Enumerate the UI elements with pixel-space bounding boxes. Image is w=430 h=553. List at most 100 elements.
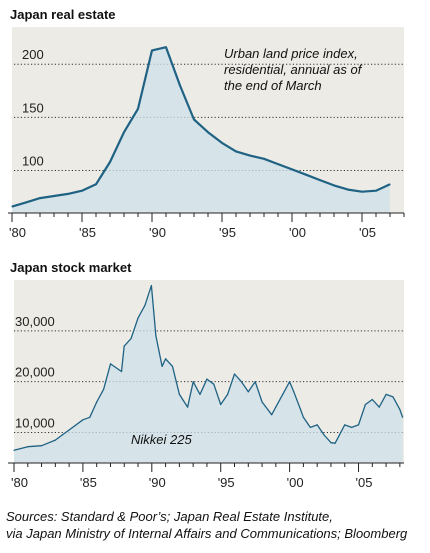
data-point [357, 424, 360, 426]
data-point [375, 190, 377, 192]
data-point [293, 391, 295, 393]
chart-annotation: Nikkei 225 [131, 432, 192, 447]
chart-annotation: the end of March [224, 78, 322, 93]
chart-annotation: Urban land price index, [224, 46, 358, 61]
data-point [109, 363, 112, 365]
data-point [334, 442, 336, 444]
x-tick-label: '85 [80, 475, 97, 490]
data-point [53, 195, 55, 197]
data-point [67, 193, 69, 195]
data-point [82, 419, 84, 421]
data-point [120, 370, 123, 373]
data-point [271, 414, 273, 416]
data-point [123, 131, 125, 133]
data-point [11, 206, 13, 208]
data-point [161, 365, 163, 367]
data-point [165, 46, 167, 48]
data-point [68, 429, 70, 431]
sources-line-1: Sources: Standard & Poor’s; Japan Real E… [6, 509, 333, 524]
data-point [399, 409, 401, 411]
data-point [235, 150, 237, 152]
data-point [254, 381, 256, 383]
y-tick-label: 10,000 [15, 416, 55, 431]
data-point [261, 401, 263, 403]
data-point [123, 345, 125, 347]
data-point [137, 317, 139, 319]
y-tick-label: 20,000 [15, 365, 55, 380]
data-point [151, 49, 153, 51]
data-point [171, 365, 174, 367]
data-point [221, 142, 223, 144]
data-point [13, 449, 15, 451]
data-point [179, 84, 181, 87]
data-point [385, 393, 387, 395]
data-point [81, 190, 83, 192]
data-point [300, 409, 302, 411]
data-point [109, 161, 111, 163]
sources-note: Sources: Standard & Poor’s; Japan Real E… [6, 508, 430, 542]
data-point [371, 398, 373, 401]
data-point [199, 393, 201, 395]
y-tick-label: 200 [22, 47, 44, 62]
x-tick-label: '95 [218, 475, 235, 490]
data-point [305, 174, 307, 176]
chart-annotation: residential, annual as of [224, 62, 363, 77]
stock-market-chart-title: Japan stock market [10, 260, 132, 275]
real-estate-chart: 100 150 200 '80 '85 '90 '95 '00 '05 Urban land pr… [8, 27, 405, 240]
data-point [137, 108, 139, 110]
x-tick-label: '00 [287, 475, 304, 490]
x-tick-label: '80 [11, 475, 28, 490]
data-point [364, 403, 366, 406]
x-tick-label: '00 [289, 225, 306, 240]
data-point [319, 179, 321, 181]
data-point [207, 131, 209, 133]
data-point [289, 381, 291, 383]
data-point [89, 416, 91, 418]
data-point [378, 406, 380, 408]
data-point [61, 434, 63, 436]
y-tick-label: 30,000 [15, 314, 55, 329]
data-point [192, 381, 194, 383]
x-tick-label: '80 [9, 225, 26, 240]
y-tick-label: 150 [22, 100, 44, 115]
data-point [187, 406, 189, 408]
data-point [263, 158, 265, 160]
series-line [13, 284, 404, 451]
data-point [227, 393, 229, 395]
data-point [54, 439, 56, 441]
data-point [323, 434, 325, 436]
data-point [95, 183, 97, 185]
data-point [361, 191, 363, 193]
data-point [213, 383, 215, 385]
data-point [240, 381, 242, 383]
data-point [302, 416, 304, 418]
data-point [282, 393, 284, 395]
data-point [402, 416, 404, 418]
data-point [96, 401, 98, 403]
data-point [351, 426, 353, 428]
y-tick-label: 100 [22, 153, 44, 168]
data-point [389, 183, 391, 185]
data-point [249, 155, 251, 157]
data-point [347, 189, 349, 191]
data-point [330, 442, 332, 444]
x-tick-label: '90 [149, 225, 166, 240]
data-point [233, 373, 236, 375]
data-point [178, 393, 180, 395]
series-line [11, 46, 391, 208]
x-tick-label: '95 [219, 225, 236, 240]
data-point [193, 118, 195, 121]
x-tick-label: '05 [359, 225, 376, 240]
data-point [150, 285, 152, 287]
data-point [165, 358, 167, 360]
data-point [39, 197, 41, 199]
x-tick-label: '05 [356, 475, 373, 490]
data-point [155, 335, 157, 337]
data-point [41, 445, 43, 447]
data-point [309, 426, 311, 428]
data-point [291, 168, 293, 170]
data-point [392, 396, 394, 398]
data-point [344, 424, 346, 426]
data-point [316, 424, 318, 426]
data-point [333, 184, 335, 186]
